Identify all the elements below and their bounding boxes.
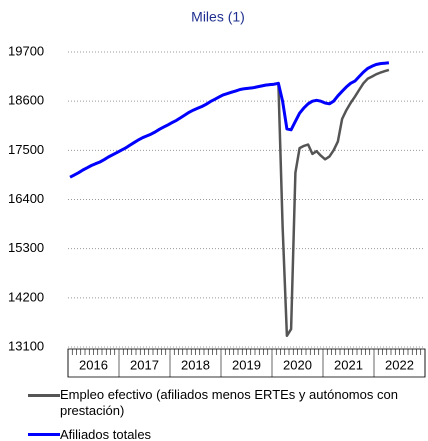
legend-label: Afiliados totales [60,427,152,441]
x-tick-label: 2017 [130,357,159,372]
y-tick-label: 15300 [8,240,44,255]
x-tick-label: 2016 [79,357,108,372]
chart-title: Miles (1) [191,9,245,25]
chart: Miles (1) 13100 14200 15300 16400 17500 18600… [8,9,426,378]
x-tick-label: 2019 [232,357,261,372]
y-tick-label: 17500 [8,142,44,157]
x-tick-label: 2021 [334,357,363,372]
series-line [69,61,390,179]
legend-swatch [28,394,60,397]
x-tick-label: 2022 [385,357,414,372]
y-tick-label: 14200 [8,289,44,304]
legend-swatch [28,433,60,436]
x-tick-label: 2018 [181,357,210,372]
y-tick-label: 16400 [8,191,44,206]
y-tick-label: 13100 [8,338,44,353]
legend-label: Empleo efectivo (afiliados menos ERTEs y… [60,387,398,418]
y-tick-label: 19700 [8,43,44,58]
x-tick-label: 2020 [283,357,312,372]
y-tick-label: 18600 [8,93,44,108]
series-line [69,68,390,338]
